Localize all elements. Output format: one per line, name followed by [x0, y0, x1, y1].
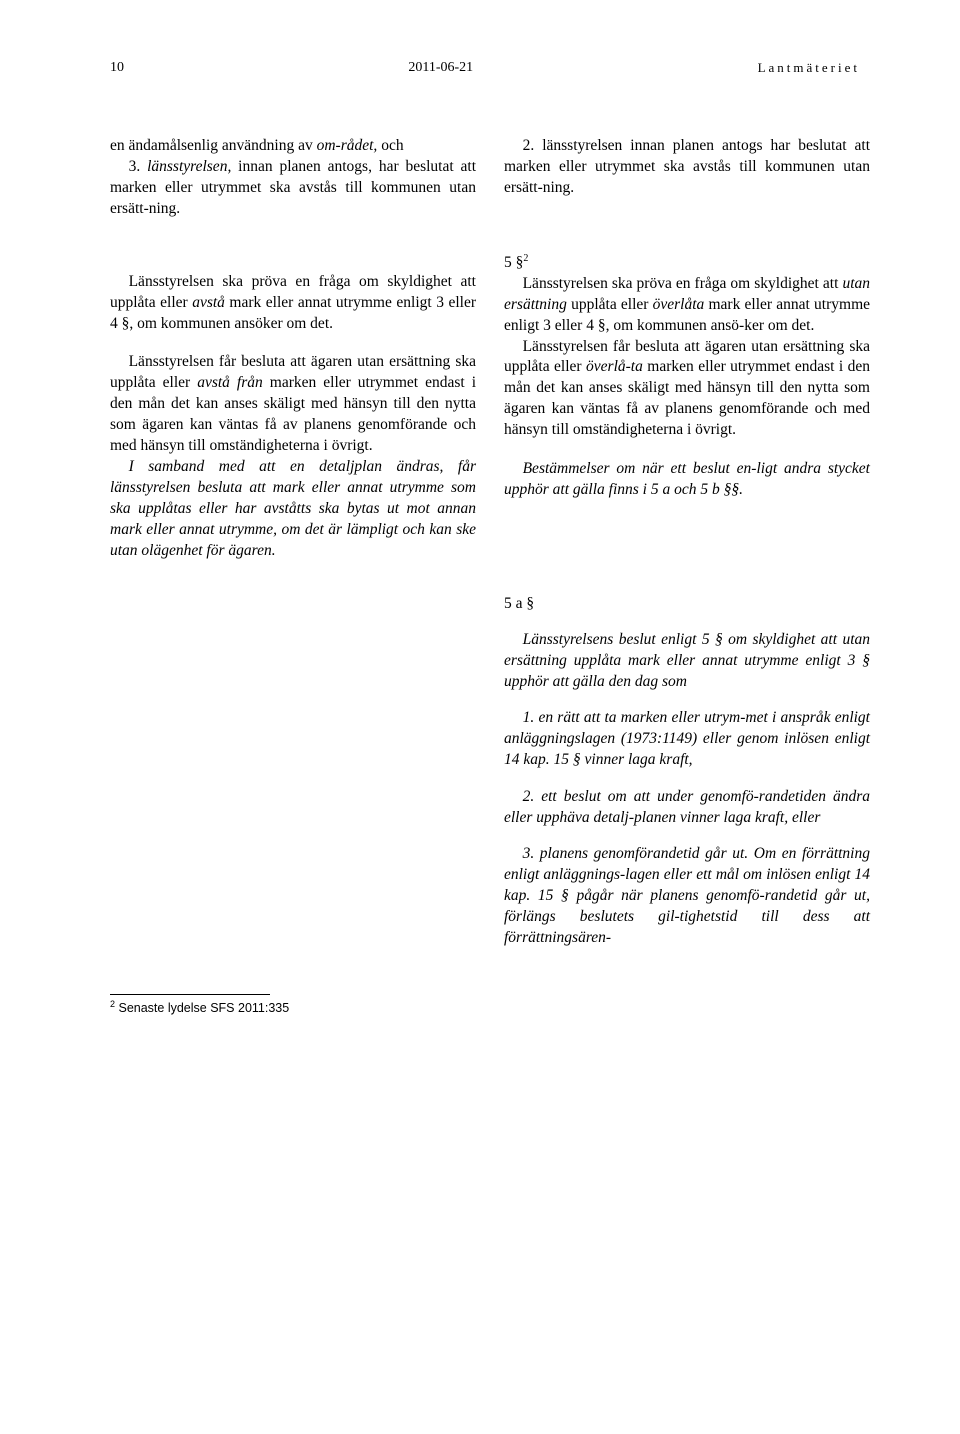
b1l-p2-it: länsstyrelsen,	[147, 158, 231, 175]
block-1: en ändamålsenlig användning av om-rådet,…	[110, 136, 870, 220]
section-5a: 5 a §	[504, 594, 870, 615]
b2r-p1: Länsstyrelsen ska pröva en fråga om skyl…	[504, 274, 870, 337]
page-header: 10 2011-06-21 Lantmäteriet	[110, 60, 870, 76]
b1l-p1-post: och	[377, 137, 403, 154]
block-2-left: Länsstyrelsen ska pröva en fråga om skyl…	[110, 252, 476, 562]
b2r-p1-mid: upplåta eller	[567, 296, 653, 313]
b2l-p2: Länsstyrelsen får besluta att ägaren uta…	[110, 352, 476, 457]
b2r-p3: Bestämmelser om när ett beslut en-ligt a…	[504, 459, 870, 501]
block-3: 5 a § Länsstyrelsens beslut enligt 5 § o…	[110, 594, 870, 964]
section-5-label: 5 §	[504, 254, 523, 271]
header-agency: Lantmäteriet	[758, 60, 860, 76]
footnote: 2 Senaste lydelse SFS 2011:335	[110, 999, 870, 1015]
b3r-p1: Länsstyrelsens beslut enligt 5 § om skyl…	[504, 630, 870, 693]
b2l-p1-it: avstå	[192, 294, 225, 311]
b1l-p1-it: om-rådet,	[317, 137, 378, 154]
b2r-p1-pre: Länsstyrelsen ska pröva en fråga om skyl…	[523, 275, 843, 292]
block-3-spacer	[110, 594, 476, 964]
block-1-right: 2. länsstyrelsen innan planen antogs har…	[504, 136, 870, 220]
b2l-p1: Länsstyrelsen ska pröva en fråga om skyl…	[110, 272, 476, 335]
block-2-right: 5 §2 Länsstyrelsen ska pröva en fråga om…	[504, 252, 870, 562]
b2l-p2-it: avstå från	[197, 374, 263, 391]
b2r-p2-it: överlå-ta	[586, 358, 643, 375]
section-5-footmark: 2	[523, 253, 528, 264]
b2r-p2: Länsstyrelsen får besluta att ägaren uta…	[504, 337, 870, 442]
b1l-p1-pre: en ändamålsenlig användning av	[110, 137, 317, 154]
b2r-p1-it2: överlåta	[653, 296, 705, 313]
page-number: 10	[110, 60, 124, 76]
b1l-p2: 3. länsstyrelsen, innan planen antogs, h…	[110, 157, 476, 220]
block-2: Länsstyrelsen ska pröva en fråga om skyl…	[110, 252, 870, 562]
b3r-p4: 3. planens genomförandetid går ut. Om en…	[504, 844, 870, 949]
page: 10 2011-06-21 Lantmäteriet en ändamålsen…	[0, 0, 960, 1434]
footnote-text: Senaste lydelse SFS 2011:335	[115, 1001, 289, 1015]
block-3-right: 5 a § Länsstyrelsens beslut enligt 5 § o…	[504, 594, 870, 964]
block-1-left: en ändamålsenlig användning av om-rådet,…	[110, 136, 476, 220]
footnote-rule	[110, 994, 270, 995]
b2l-p3: I samband med att en detaljplan ändras, …	[110, 457, 476, 562]
section-5: 5 §2	[504, 252, 870, 274]
header-date: 2011-06-21	[408, 60, 473, 76]
b1l-p1: en ändamålsenlig användning av om-rådet,…	[110, 136, 476, 157]
b3r-p3: 2. ett beslut om att under genomfö-rande…	[504, 787, 870, 829]
b1l-p2-pre: 3.	[129, 158, 147, 175]
b3r-p2: 1. en rätt att ta marken eller utrym-met…	[504, 708, 870, 771]
b1r-p1: 2. länsstyrelsen innan planen antogs har…	[504, 136, 870, 199]
